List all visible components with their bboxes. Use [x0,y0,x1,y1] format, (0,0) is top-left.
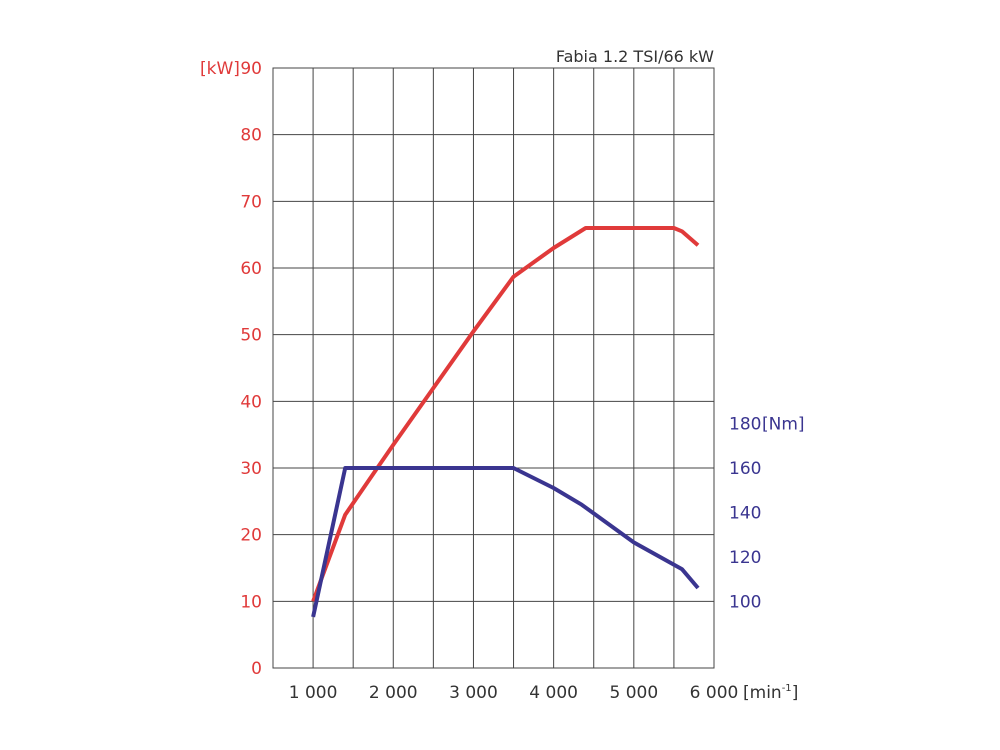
y-right-unit-label: [Nm] [762,415,805,435]
y-right-tick-label: 120 [729,548,761,568]
x-tick-label: 5 000 [609,683,658,703]
y-left-tick-label: 80 [240,126,262,146]
plot-frame [272,67,715,669]
x-unit-base: [min [743,683,782,703]
y-left-tick-label: 20 [240,526,262,546]
torque-curve-line [311,466,700,618]
y-right-tick-label: 180 [729,415,761,435]
y-right-tick-label: 100 [729,592,761,612]
x-unit-close: ] [792,683,799,703]
chart-title: Fabia 1.2 TSI/66 kW [556,47,714,66]
y-left-tick-label: 40 [240,392,262,412]
y-left-tick-label: 10 [240,592,262,612]
x-unit-superscript: -1 [782,683,792,694]
y-left-tick-label: 0 [251,659,262,679]
y-right-tick-label: 160 [729,459,761,479]
x-unit-label: [min-1] [743,683,798,703]
x-tick-label: 2 000 [369,683,418,703]
y-left-unit-label: [kW] [200,59,240,79]
x-tick-label: 3 000 [449,683,498,703]
power-curve-line [311,226,700,602]
y-left-tick-label: 70 [240,192,262,212]
x-tick-label: 4 000 [529,683,578,703]
y-right-tick-label: 140 [729,503,761,523]
x-tick-label: 6 000 [690,683,739,703]
y-left-tick-label: 90 [240,59,262,79]
y-left-tick-label: 50 [240,326,262,346]
y-left-tick-label: 30 [240,459,262,479]
x-tick-label: 1 000 [289,683,338,703]
y-left-tick-label: 60 [240,259,262,279]
